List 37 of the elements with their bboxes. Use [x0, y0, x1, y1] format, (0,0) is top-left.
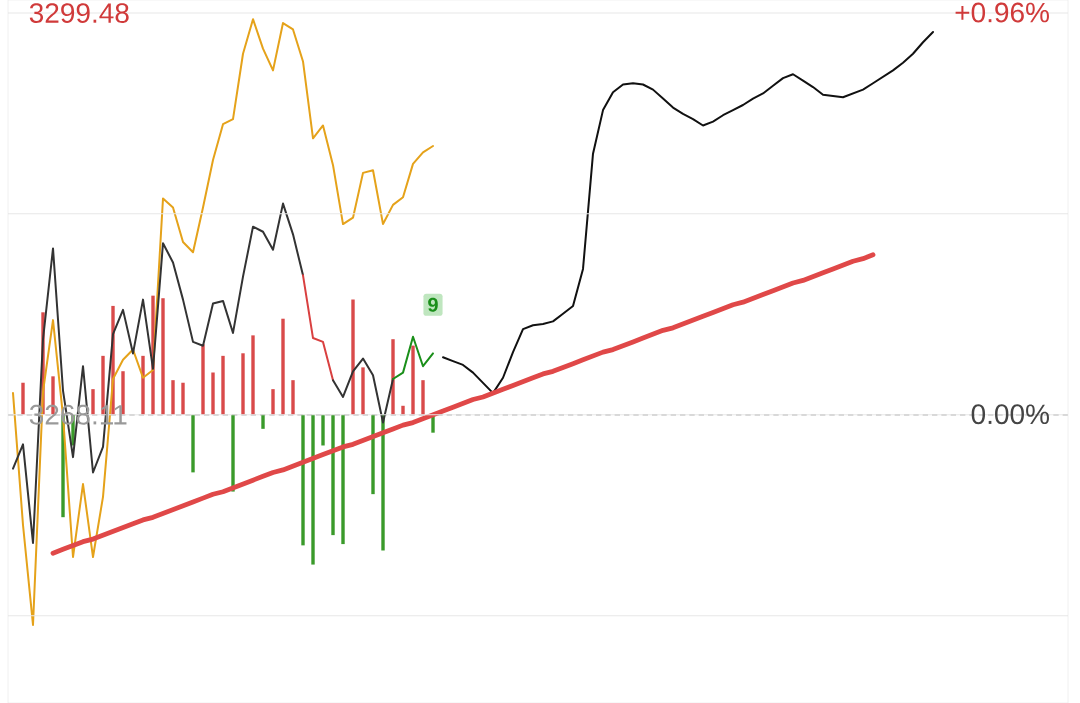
bar [401, 405, 405, 415]
bar [161, 298, 165, 415]
bar [311, 414, 315, 565]
bar [371, 414, 375, 495]
bar [241, 353, 245, 415]
bar [421, 380, 425, 415]
bar [341, 414, 345, 545]
bar [351, 299, 355, 415]
bar [251, 335, 255, 415]
bar [361, 367, 365, 415]
bar [211, 372, 215, 415]
line-series [392, 335, 435, 381]
y2-tick-label: +0.96% [955, 2, 1049, 23]
bar [411, 345, 415, 415]
line-series [12, 202, 304, 544]
bar [331, 414, 335, 536]
line-series [332, 357, 395, 424]
bar [141, 355, 145, 415]
bar [281, 318, 285, 415]
bar [261, 414, 265, 429]
bar [271, 389, 275, 415]
y2-tick-label: 0.00% [971, 404, 1049, 425]
bar [171, 380, 175, 415]
bar [221, 355, 225, 415]
bar [191, 414, 195, 473]
y-tick-label: 3299.48 [29, 3, 129, 23]
bar [291, 380, 295, 415]
bar [231, 414, 235, 492]
bar [381, 414, 385, 551]
annotation: 9 [428, 297, 438, 312]
line-series [302, 274, 335, 382]
bar [321, 414, 325, 446]
bar [391, 339, 395, 415]
bar [21, 382, 25, 415]
bar [201, 344, 205, 415]
bar [301, 414, 305, 546]
bar [181, 382, 185, 415]
